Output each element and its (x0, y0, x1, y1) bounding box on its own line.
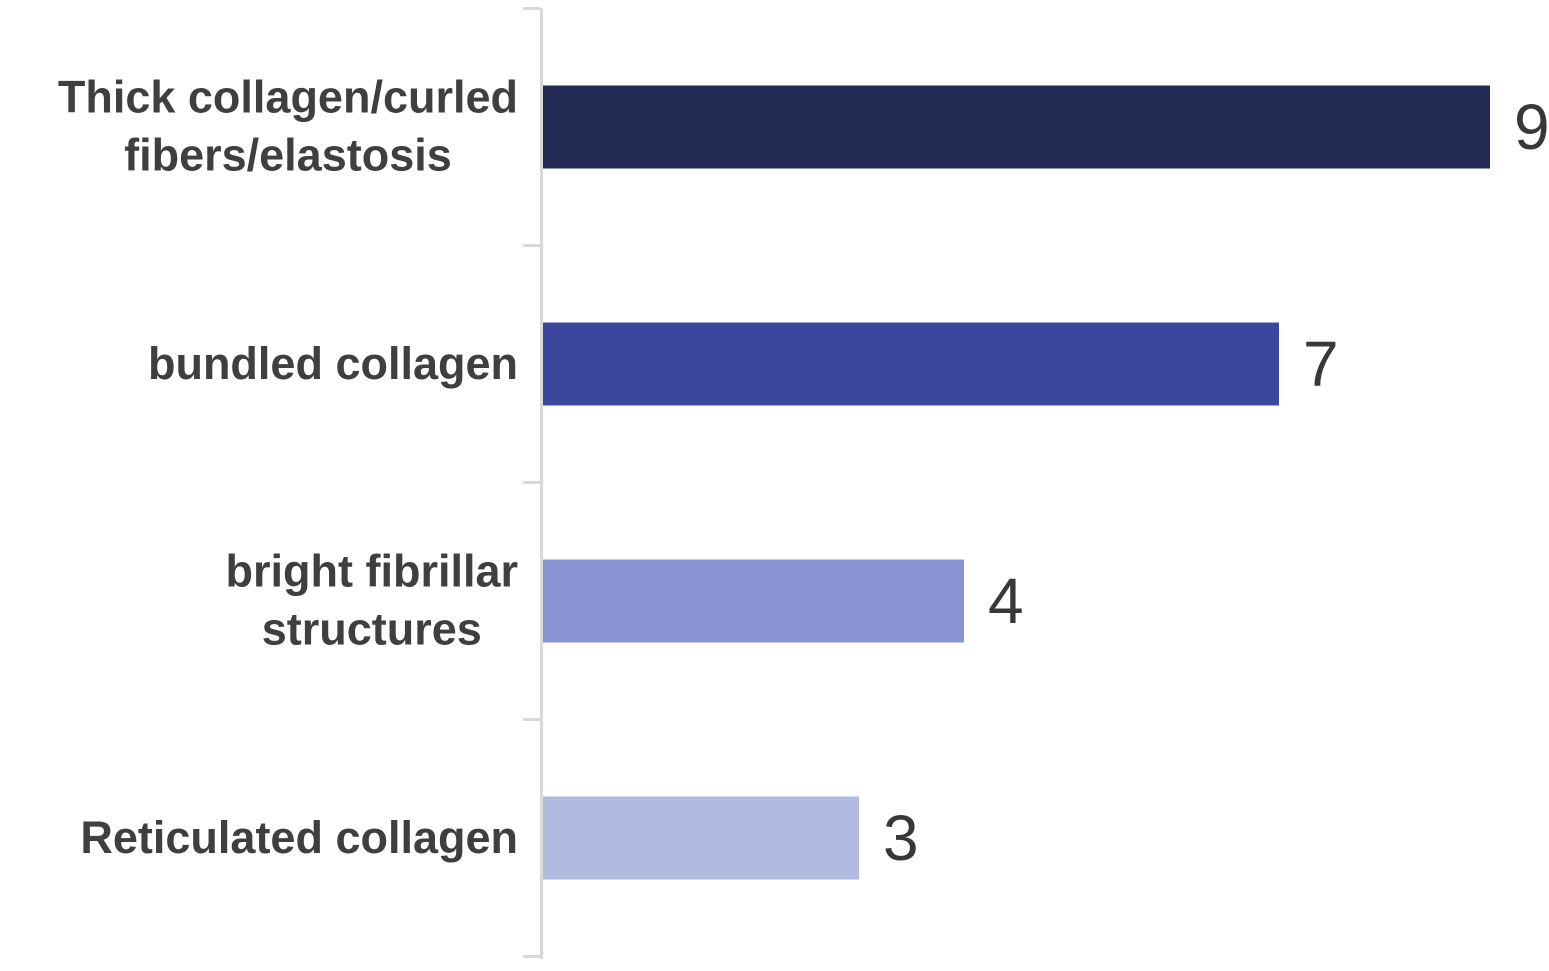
category-label: bundled collagen (0, 334, 518, 393)
category-label-text: Reticulated collagen (80, 808, 518, 867)
value-label: 9 (1514, 90, 1549, 163)
axis-tick (523, 7, 540, 10)
chart-row: Reticulated collagen 3 (0, 719, 1549, 956)
category-label-text: bundled collagen (148, 334, 518, 393)
value-label: 4 (988, 564, 1024, 637)
category-label-line: Thick collagen/curled (57, 71, 518, 122)
chart-row: Thick collagen/curled fibers/elastosis 9 (0, 8, 1549, 245)
category-label-line: bundled collagen (147, 337, 518, 389)
category-label: bright fibrillar structures (0, 542, 519, 659)
axis-tick (523, 718, 540, 721)
bar (543, 796, 859, 879)
category-label-line: bright fibrillar (225, 545, 519, 596)
category-label-line: structures (261, 603, 482, 655)
category-label: Thick collagen/curled fibers/elastosis (0, 68, 518, 185)
chart-row: bright fibrillar structures 4 (0, 482, 1549, 719)
bar (543, 559, 964, 642)
category-label-line: fibers/elastosis (124, 129, 452, 181)
value-label: 7 (1303, 327, 1339, 400)
category-label: Reticulated collagen (0, 808, 518, 867)
axis-tick (523, 955, 540, 958)
bar (543, 322, 1279, 405)
category-label-text: bright fibrillar structures (226, 542, 519, 659)
axis-tick (523, 244, 540, 247)
category-label-text: Thick collagen/curled fibers/elastosis (58, 68, 518, 185)
value-label: 3 (883, 801, 919, 874)
axis-tick (523, 481, 540, 484)
bar (543, 85, 1490, 168)
category-label-line: Reticulated collagen (80, 811, 518, 863)
chart-row: bundled collagen 7 (0, 245, 1549, 482)
category-axis-line (540, 8, 543, 959)
